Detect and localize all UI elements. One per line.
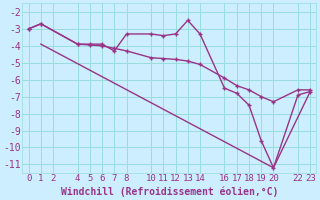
X-axis label: Windchill (Refroidissement éolien,°C): Windchill (Refroidissement éolien,°C) xyxy=(61,186,278,197)
